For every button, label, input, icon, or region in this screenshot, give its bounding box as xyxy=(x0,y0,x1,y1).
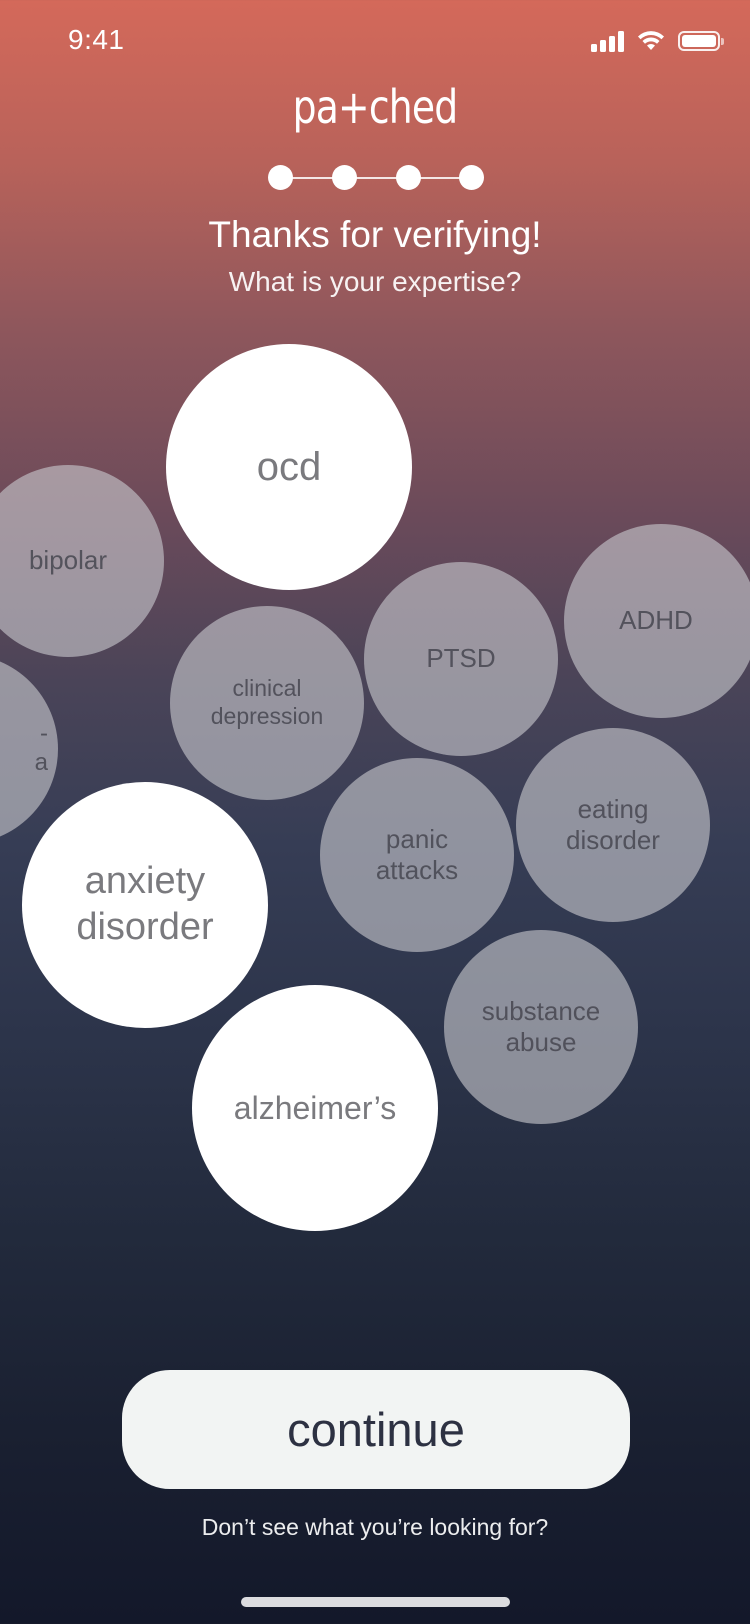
bubble-eating-disorder[interactable]: eating disorder xyxy=(516,728,710,922)
signal-icon xyxy=(591,30,624,52)
page-subtitle: What is your expertise? xyxy=(228,266,522,297)
bubble-label-line: clinical xyxy=(232,675,302,702)
progress-line xyxy=(280,177,472,179)
bubble-partial[interactable]: - a xyxy=(0,654,58,844)
bubble-label-line: eating xyxy=(577,793,649,824)
home-indicator xyxy=(241,1597,510,1607)
bubble-substance-abuse[interactable]: substance abuse xyxy=(444,930,638,1124)
battery-icon xyxy=(678,31,724,51)
status-icons xyxy=(591,30,724,52)
bubble-label: alzheimer’s xyxy=(233,1089,397,1126)
bubble-bipolar[interactable]: bipolar xyxy=(0,465,164,657)
bubble-label-line: depression xyxy=(210,703,324,729)
wifi-icon xyxy=(638,31,664,50)
bubble-label-line: abuse xyxy=(505,1027,577,1057)
bubble-label-line: attacks xyxy=(375,855,459,885)
bubble-anxiety-disorder[interactable]: anxiety disorder xyxy=(22,782,268,1028)
bubble-panic-attacks[interactable]: panic attacks xyxy=(320,758,514,952)
continue-button[interactable]: continue xyxy=(122,1370,630,1489)
bubble-label-line: - xyxy=(40,720,48,748)
bubble-label: - a xyxy=(35,720,48,778)
bubble-label-line: panic xyxy=(385,823,449,854)
progress-step-4 xyxy=(459,165,484,190)
bubble-label: clinical depression xyxy=(211,675,324,730)
progress-step-1 xyxy=(268,165,293,190)
progress-step-3 xyxy=(396,165,421,190)
status-bar: 9:41 xyxy=(0,0,750,90)
bubble-alzheimers[interactable]: alzheimer’s xyxy=(192,985,438,1231)
bubble-label: bipolar xyxy=(28,545,108,576)
bubble-adhd[interactable]: ADHD xyxy=(564,524,750,718)
progress-step-2 xyxy=(332,165,357,190)
bubble-label: panic attacks xyxy=(376,824,458,886)
bubble-label-line: disorder xyxy=(566,825,660,855)
bubble-label: substance abuse xyxy=(482,996,601,1058)
bubble-label-line: disorder xyxy=(76,906,214,948)
bubble-label: ocd xyxy=(256,445,322,489)
bubble-label: PTSD xyxy=(426,643,496,674)
status-time: 9:41 xyxy=(68,24,125,55)
bubble-label: anxiety disorder xyxy=(76,859,213,950)
bubble-ptsd[interactable]: PTSD xyxy=(364,562,558,756)
bubble-label: ADHD xyxy=(619,605,693,636)
page-title: Thanks for verifying! xyxy=(208,214,542,255)
progress-stepper xyxy=(268,165,484,191)
bubble-label-line: anxiety xyxy=(84,860,206,903)
bubble-clinical-depression[interactable]: clinical depression xyxy=(170,606,364,800)
bubble-label: eating disorder xyxy=(566,794,660,856)
bubble-ocd[interactable]: ocd xyxy=(166,344,412,590)
app-logo: pa+ched xyxy=(292,80,459,134)
help-link[interactable]: Don’t see what you’re looking for? xyxy=(201,1514,549,1540)
bubble-label-line: substance xyxy=(481,995,601,1026)
bubble-label-line: a xyxy=(34,749,48,776)
